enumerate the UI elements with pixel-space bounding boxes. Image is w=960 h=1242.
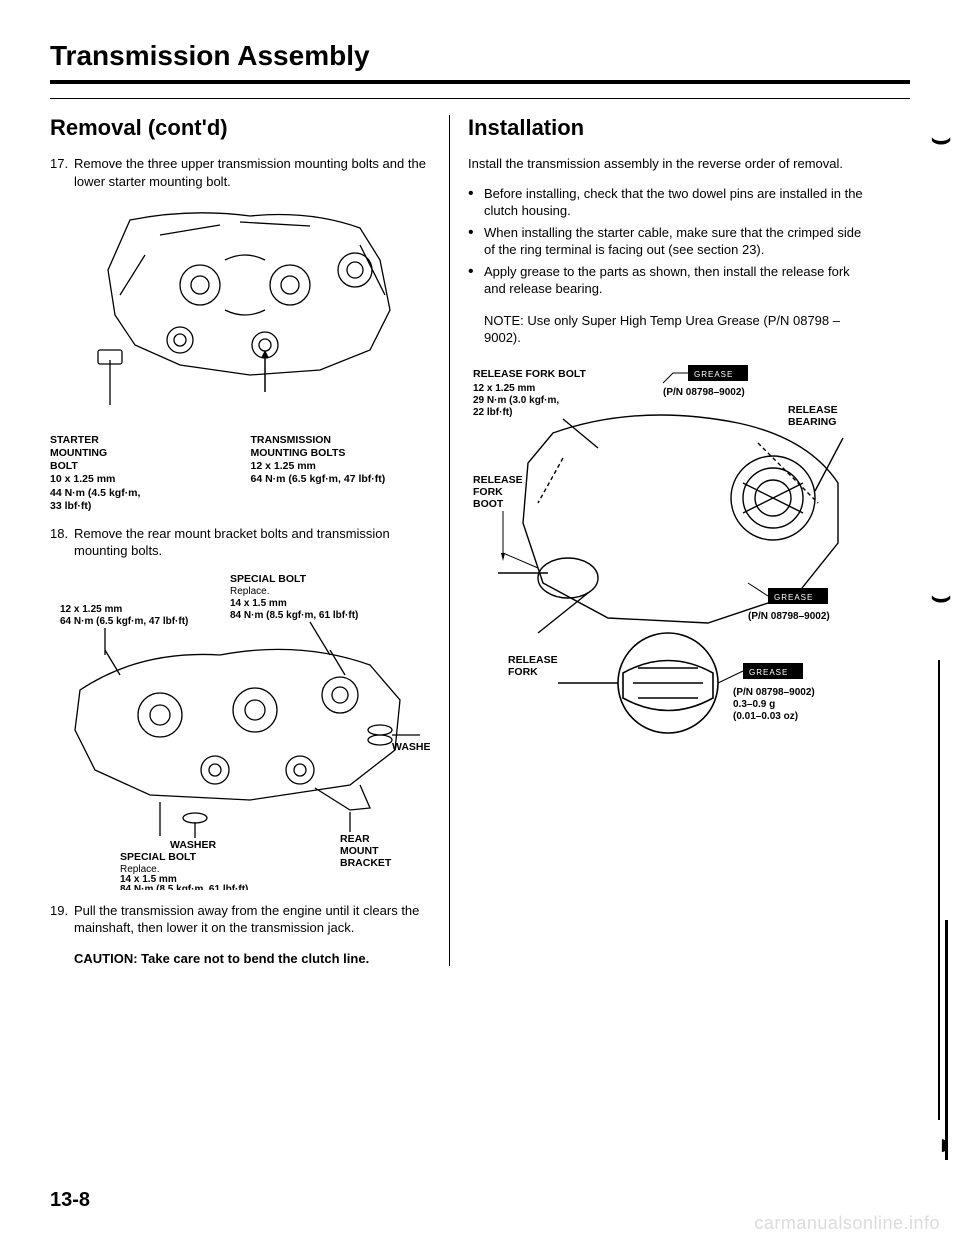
special-bolt-bot-spec2: 84 N·m (8.5 kgf·m, 61 lbf·ft) bbox=[120, 884, 248, 890]
grease-amount1: 0.3–0.9 g bbox=[733, 699, 775, 710]
fork-bolt-spec2: 29 N·m (3.0 kgf·m, bbox=[473, 395, 559, 406]
rule-thick bbox=[50, 80, 910, 84]
fork-boot-label: RELEASE bbox=[473, 474, 523, 486]
figure-3: RELEASE FORK BOLT 12 x 1.25 mm 29 N·m (3… bbox=[468, 363, 870, 763]
special-bolt-top-replace: Replace. bbox=[230, 586, 269, 597]
bullet-icon: • bbox=[468, 224, 484, 259]
step-18: 18. Remove the rear mount bracket bolts … bbox=[50, 525, 431, 560]
starter-bolt-callout: STARTERMOUNTINGBOLT 10 x 1.25 mm 44 N·m … bbox=[50, 434, 231, 513]
step-19: 19. Pull the transmission away from the … bbox=[50, 902, 431, 937]
svg-text:GREASE: GREASE bbox=[694, 370, 733, 379]
watermark: carmanualsonline.info bbox=[754, 1213, 940, 1234]
step-number: 19. bbox=[50, 902, 74, 937]
caution-text: CAUTION: Take care not to bend the clutc… bbox=[50, 951, 431, 966]
bullet-item: • Before installing, check that the two … bbox=[468, 185, 870, 220]
special-bolt-top-spec2: 84 N·m (8.5 kgf·m, 61 lbf·ft) bbox=[230, 610, 358, 621]
starter-bolt-spec2: 44 N·m (4.5 kgf·m, bbox=[50, 487, 231, 500]
grease-pn-bot: (P/N 08798–9002) bbox=[733, 687, 815, 698]
bullet-icon: • bbox=[468, 263, 484, 298]
step-text: Remove the rear mount bracket bolts and … bbox=[74, 525, 431, 560]
trans-bolts-spec2: 64 N·m (6.5 kgf·m, 47 lbf·ft) bbox=[251, 473, 432, 486]
release-fork-label: RELEASE bbox=[508, 654, 558, 666]
rear-mount-label3: BRACKET bbox=[340, 857, 392, 869]
trans-bolts-title: TRANSMISSIONMOUNTING BOLTS bbox=[251, 434, 432, 460]
washers-label: WASHERS bbox=[392, 741, 430, 753]
fork-bolt-spec1: 12 x 1.25 mm bbox=[473, 383, 535, 394]
grease-pn-mid: (P/N 08798–9002) bbox=[748, 611, 830, 622]
installation-heading: Installation bbox=[468, 115, 870, 141]
bullet-text: Before installing, check that the two do… bbox=[484, 185, 870, 220]
rear-mount-label: REAR bbox=[340, 833, 370, 845]
fork-boot-label3: BOOT bbox=[473, 498, 504, 510]
grease-tag-icon: GREASE bbox=[663, 365, 748, 383]
bullet-item: • Apply grease to the parts as shown, th… bbox=[468, 263, 870, 298]
svg-text:GREASE: GREASE bbox=[749, 668, 788, 677]
grease-note: NOTE: Use only Super High Temp Urea Grea… bbox=[468, 312, 870, 347]
trans-bolts-spec1: 12 x 1.25 mm bbox=[251, 460, 432, 473]
fork-bolt-spec3: 22 lbf·ft) bbox=[473, 407, 512, 418]
washer-label: WASHER bbox=[170, 839, 217, 851]
starter-bolt-spec1: 10 x 1.25 mm bbox=[50, 473, 231, 486]
right-column: Installation Install the transmission as… bbox=[450, 115, 870, 966]
edge-glyph-icon: ◗ bbox=[936, 1128, 954, 1162]
edge-line bbox=[938, 660, 940, 1120]
release-bearing-label2: BEARING bbox=[788, 416, 836, 428]
step-text: Remove the three upper transmission moun… bbox=[74, 155, 431, 190]
special-bolt-top-title: SPECIAL BOLT bbox=[230, 573, 307, 585]
rear-mount-label2: MOUNT bbox=[340, 845, 379, 857]
edge-line bbox=[945, 920, 948, 1160]
fork-boot-label2: FORK bbox=[473, 486, 503, 498]
bullet-text: When installing the starter cable, make … bbox=[484, 224, 870, 259]
svg-text:GREASE: GREASE bbox=[774, 593, 813, 602]
trans-bolts-callout: TRANSMISSIONMOUNTING BOLTS 12 x 1.25 mm … bbox=[231, 434, 432, 513]
bullet-list: • Before installing, check that the two … bbox=[468, 185, 870, 298]
left-column: Removal (cont'd) 17. Remove the three up… bbox=[50, 115, 450, 966]
mount-bolt-spec1: 12 x 1.25 mm bbox=[60, 604, 122, 615]
install-intro: Install the transmission assembly in the… bbox=[468, 155, 870, 173]
figure-2: SPECIAL BOLT Replace. 14 x 1.5 mm 84 N·m… bbox=[50, 570, 431, 890]
bullet-text: Apply grease to the parts as shown, then… bbox=[484, 263, 870, 298]
step-number: 18. bbox=[50, 525, 74, 560]
starter-bolt-spec3: 33 lbf·ft) bbox=[50, 500, 231, 513]
grease-tag-icon: GREASE bbox=[718, 663, 803, 683]
edge-glyph-icon: ⌣ bbox=[930, 578, 951, 616]
bullet-icon: • bbox=[468, 185, 484, 220]
page-title: Transmission Assembly bbox=[50, 40, 910, 72]
figure-1: STARTERMOUNTINGBOLT 10 x 1.25 mm 44 N·m … bbox=[50, 200, 431, 513]
edge-glyph-icon: ⌣ bbox=[930, 120, 951, 158]
step-number: 17. bbox=[50, 155, 74, 190]
special-bolt-top-spec1: 14 x 1.5 mm bbox=[230, 598, 287, 609]
grease-tag-icon: GREASE bbox=[748, 583, 828, 604]
special-bolt-bot-title: SPECIAL BOLT bbox=[120, 851, 197, 863]
rule-thin bbox=[50, 98, 910, 99]
step-text: Pull the transmission away from the engi… bbox=[74, 902, 431, 937]
grease-pn-top: (P/N 08798–9002) bbox=[663, 387, 745, 398]
fork-bolt-title: RELEASE FORK BOLT bbox=[473, 368, 587, 380]
removal-heading: Removal (cont'd) bbox=[50, 115, 431, 141]
edge-marks: ⌣ ⌣ bbox=[926, 120, 956, 616]
starter-bolt-title: STARTERMOUNTINGBOLT bbox=[50, 434, 231, 473]
step-17: 17. Remove the three upper transmission … bbox=[50, 155, 431, 190]
bullet-item: • When installing the starter cable, mak… bbox=[468, 224, 870, 259]
grease-amount2: (0.01–0.03 oz) bbox=[733, 711, 798, 722]
release-fork-label2: FORK bbox=[508, 666, 538, 678]
release-bearing-label: RELEASE bbox=[788, 404, 838, 416]
mount-bolt-spec2: 64 N·m (6.5 kgf·m, 47 lbf·ft) bbox=[60, 616, 188, 627]
page-number: 13-8 bbox=[50, 1189, 90, 1212]
